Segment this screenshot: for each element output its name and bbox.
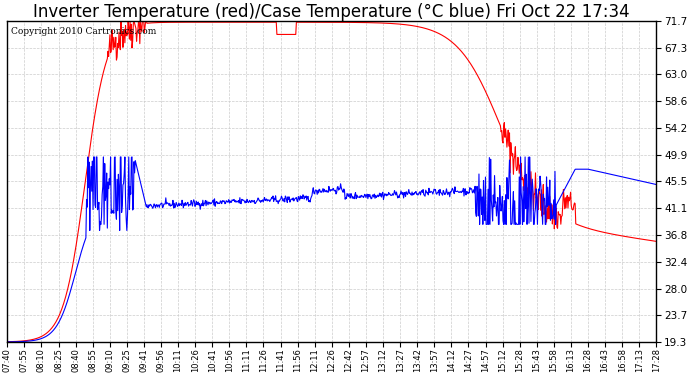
Text: Copyright 2010 Cartronics.com: Copyright 2010 Cartronics.com [10,27,156,36]
Title: Inverter Temperature (red)/Case Temperature (°C blue) Fri Oct 22 17:34: Inverter Temperature (red)/Case Temperat… [34,3,630,21]
